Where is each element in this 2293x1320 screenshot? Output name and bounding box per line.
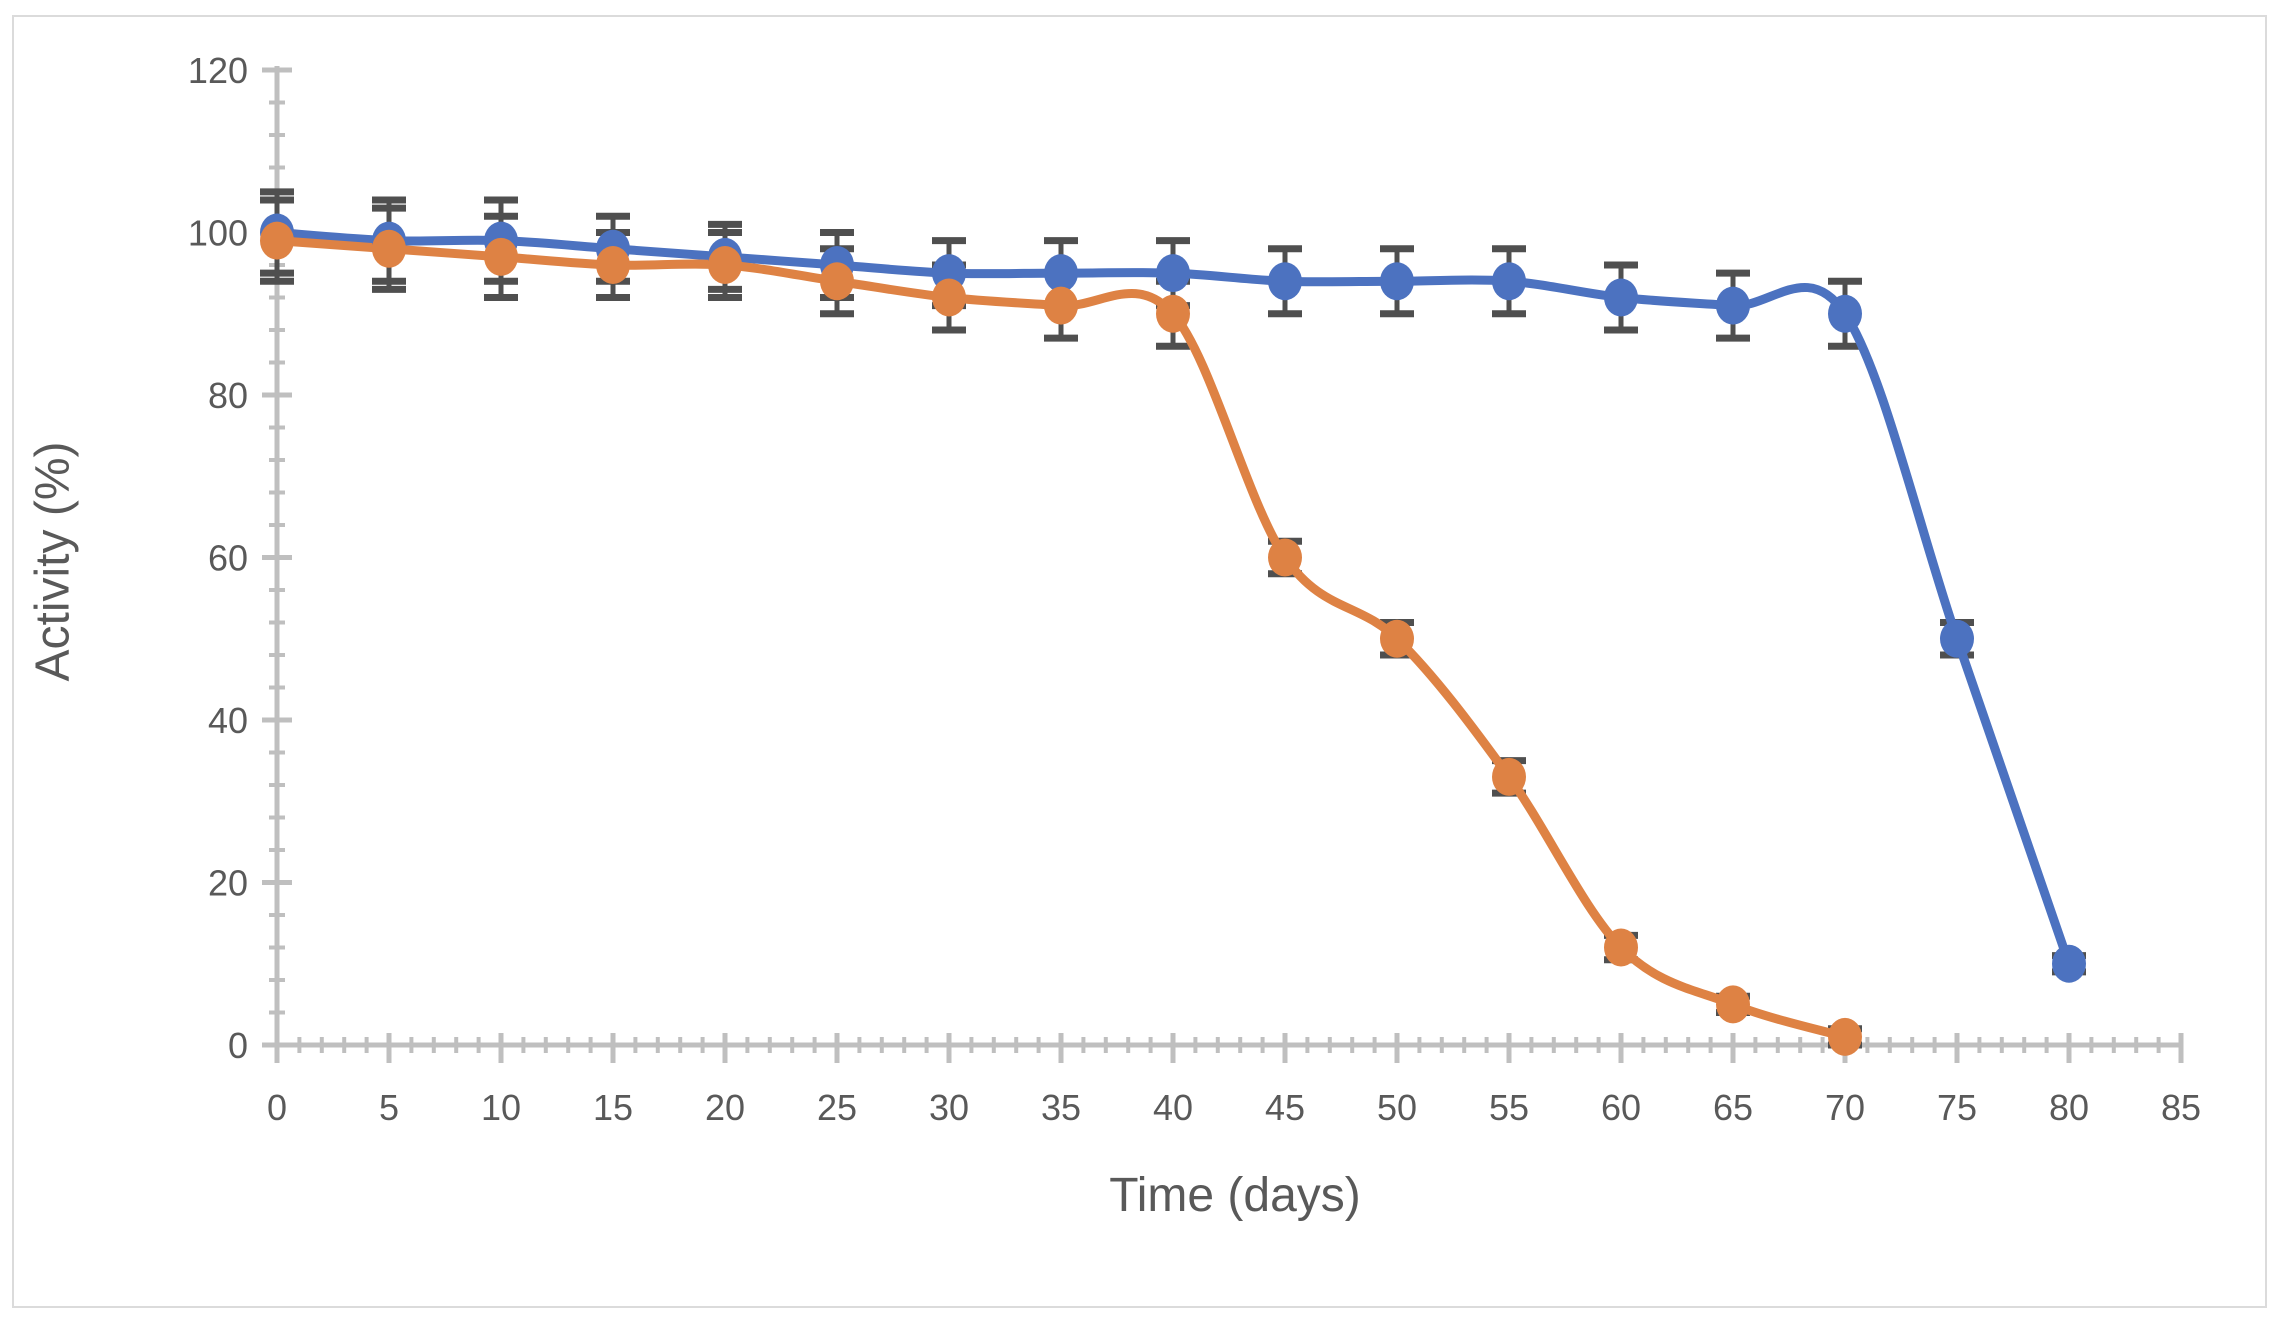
data-point-stabilized-enzyme-blue <box>2052 944 2086 983</box>
data-point-stabilized-enzyme-blue <box>1044 254 1078 293</box>
x-axis-tick-label: 0 <box>267 1087 287 1128</box>
data-point-free-enzyme-orange <box>260 221 294 260</box>
data-point-stabilized-enzyme-blue <box>1492 262 1526 301</box>
data-point-stabilized-enzyme-blue <box>1156 254 1190 293</box>
data-point-free-enzyme-orange <box>484 237 518 276</box>
data-point-free-enzyme-orange <box>1044 286 1078 325</box>
series-line-free-enzyme-orange <box>272 236 1850 1042</box>
data-point-stabilized-enzyme-blue <box>1940 619 1974 658</box>
x-axis-tick-label: 5 <box>379 1087 399 1128</box>
y-axis-tick-label: 100 <box>188 213 248 254</box>
data-point-free-enzyme-orange <box>1492 757 1526 796</box>
y-axis-tick-label: 60 <box>208 538 248 579</box>
x-axis-tick-label: 15 <box>593 1087 633 1128</box>
x-axis-tick-label: 70 <box>1825 1087 1865 1128</box>
y-axis-tick-label: 40 <box>208 700 248 741</box>
data-point-free-enzyme-orange <box>1828 1017 1862 1056</box>
data-point-stabilized-enzyme-blue <box>1716 286 1750 325</box>
x-axis-tick-label: 20 <box>705 1087 745 1128</box>
x-axis-tick-label: 75 <box>1937 1087 1977 1128</box>
data-point-stabilized-enzyme-blue <box>1828 294 1862 333</box>
x-axis-tick-label: 80 <box>2049 1087 2089 1128</box>
x-axis-tick-label: 40 <box>1153 1087 1193 1128</box>
y-axis-tick-label: 20 <box>208 863 248 904</box>
y-axis-tick-label: 0 <box>228 1025 248 1066</box>
x-axis-tick-label: 45 <box>1265 1087 1305 1128</box>
data-point-stabilized-enzyme-blue <box>1604 278 1638 317</box>
x-axis-tick-label: 30 <box>929 1087 969 1128</box>
data-point-free-enzyme-orange <box>1604 928 1638 967</box>
data-point-free-enzyme-orange <box>1268 538 1302 577</box>
x-axis-tick-label: 25 <box>817 1087 857 1128</box>
data-point-free-enzyme-orange <box>1380 619 1414 658</box>
data-point-free-enzyme-orange <box>820 262 854 301</box>
x-axis-tick-label: 65 <box>1713 1087 1753 1128</box>
x-axis-tick-label: 50 <box>1377 1087 1417 1128</box>
data-point-stabilized-enzyme-blue <box>1380 262 1414 301</box>
x-axis-tick-label: 55 <box>1489 1087 1529 1128</box>
data-point-free-enzyme-orange <box>372 229 406 268</box>
data-point-stabilized-enzyme-blue <box>1268 262 1302 301</box>
y-axis-tick-label: 80 <box>208 375 248 416</box>
x-axis-tick-label: 85 <box>2161 1087 2201 1128</box>
data-point-free-enzyme-orange <box>932 278 966 317</box>
data-point-free-enzyme-orange <box>596 246 630 284</box>
x-axis-tick-label: 10 <box>481 1087 521 1128</box>
data-point-free-enzyme-orange <box>708 246 742 284</box>
x-axis-title: Time (days) <box>1109 1169 1361 1222</box>
y-axis-title: Activity (%) <box>26 441 80 682</box>
data-point-free-enzyme-orange <box>1716 985 1750 1024</box>
y-axis-tick-label: 120 <box>188 50 248 91</box>
data-point-free-enzyme-orange <box>1156 294 1190 333</box>
x-axis-tick-label: 60 <box>1601 1087 1641 1128</box>
x-axis-tick-label: 35 <box>1041 1087 1081 1128</box>
